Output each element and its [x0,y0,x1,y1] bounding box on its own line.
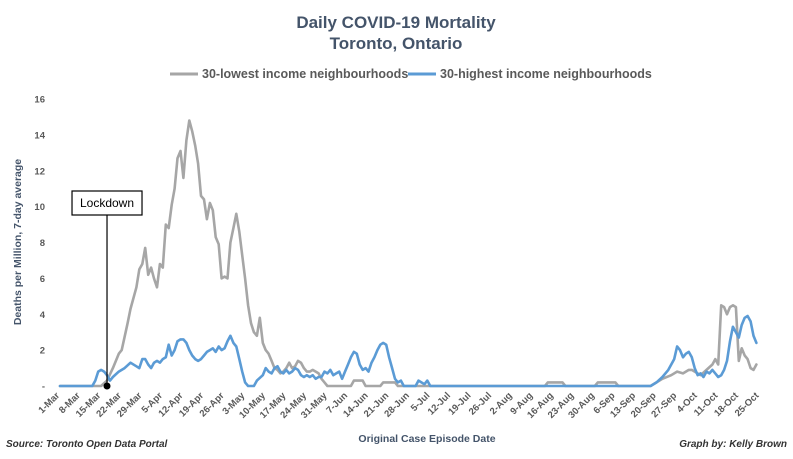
lockdown-label: Lockdown [80,196,134,210]
y-tick-label: - [42,382,45,393]
series-line-lowest-income [58,119,758,388]
y-tick-label: 16 [34,95,45,106]
chart-subtitle: Toronto, Ontario [330,34,463,53]
y-tick-label: 6 [40,274,45,285]
y-tick-label: 12 [34,166,45,177]
y-tick-label: 4 [40,310,46,321]
x-axis-label: Original Case Episode Date [358,433,495,445]
y-axis-ticks: - 2 4 6 8 10 12 14 16 [34,95,45,393]
series-lines [58,119,758,388]
x-axis-ticks: 1-Mar8-Mar15-Mar22-Mar29-Mar5-Apr12-Apr1… [36,390,762,421]
series-line-highest-income [58,314,758,388]
lockdown-label-box [71,190,143,216]
credit-note: Graph by: Kelly Brown [679,439,787,450]
x-tick-label: 25-Oct [733,390,762,419]
y-tick-label: 8 [40,238,45,249]
y-tick-label: 2 [40,346,45,357]
y-tick-label: 14 [34,130,45,141]
y-tick-label: 10 [34,202,45,213]
source-note: Source: Toronto Open Data Portal [6,439,168,450]
y-axis-label: Deaths per Million, 7-day average [12,159,24,325]
legend-label-lowest-income: 30-lowest income neighbourhoods [202,67,408,81]
legend-label-highest-income: 30-highest income neighbourhoods [440,67,652,81]
x-tick-label: 26-Jul [467,390,494,417]
x-tick-label: 1-Mar [36,390,62,416]
chart-title: Daily COVID-19 Mortality [296,13,496,32]
lockdown-marker-dot [103,382,111,390]
legend: 30-lowest income neighbourhoods 30-highe… [170,67,652,81]
lockdown-annotation: Lockdown [71,190,143,390]
